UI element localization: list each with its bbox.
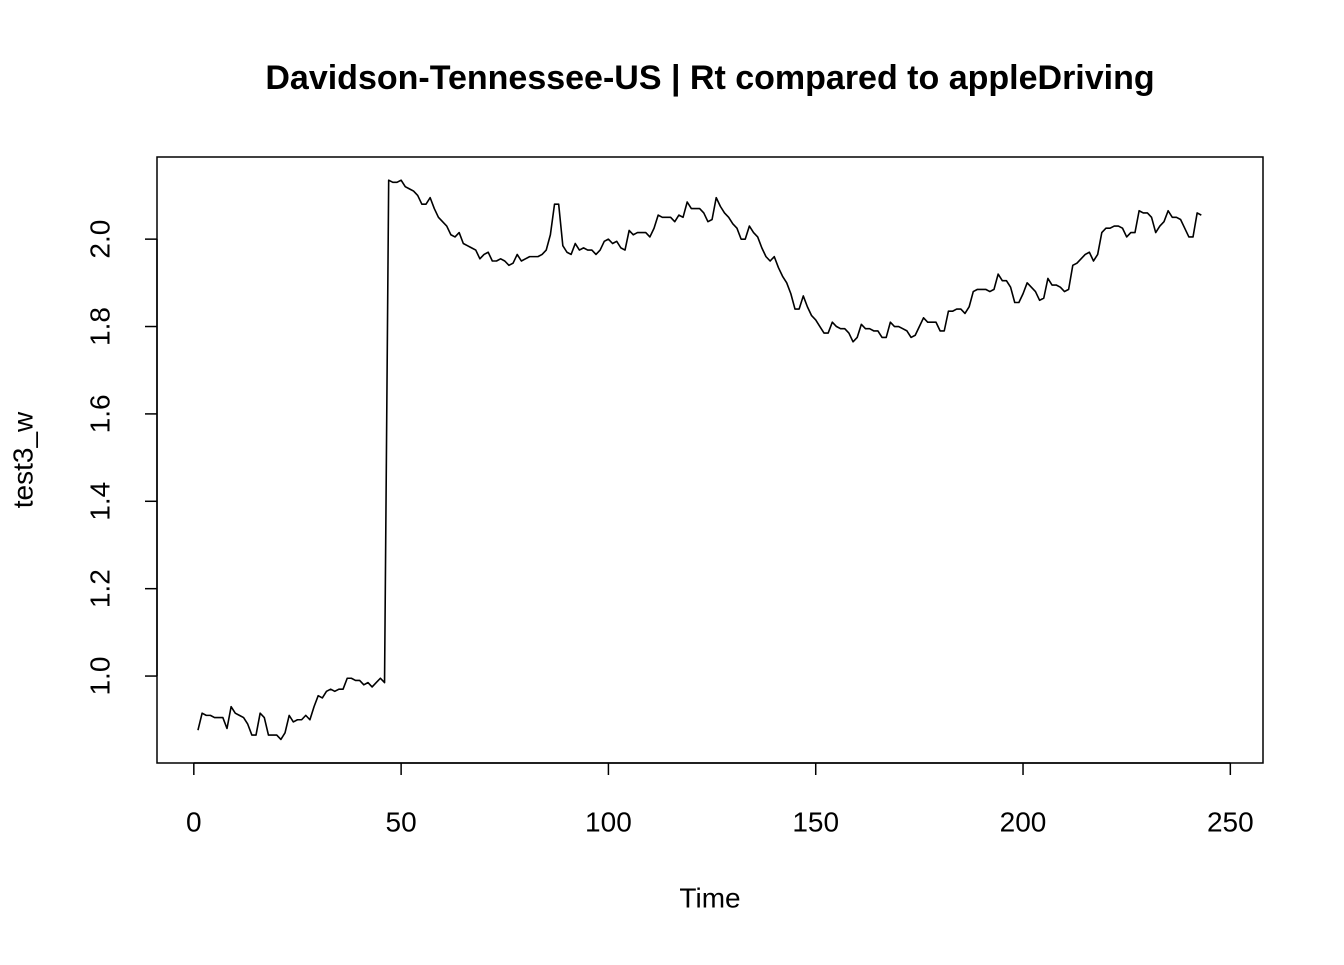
y-tick-label: 2.0 <box>84 220 115 259</box>
x-tick-label: 200 <box>1000 806 1047 837</box>
x-tick-label: 100 <box>585 806 632 837</box>
plot-box <box>156 156 1264 764</box>
y-tick-label: 1.0 <box>84 657 115 696</box>
y-tick-label: 1.6 <box>84 394 115 433</box>
x-axis-label: Time <box>679 882 740 913</box>
chart-title: Davidson-Tennessee-US | Rt compared to a… <box>265 59 1154 97</box>
x-tick-label: 0 <box>186 806 202 837</box>
y-tick-label: 1.8 <box>84 307 115 346</box>
x-tick-label: 250 <box>1207 806 1254 837</box>
y-axis-label: test3_w <box>7 411 38 508</box>
y-tick-label: 1.4 <box>84 482 115 521</box>
data-line <box>197 179 1202 741</box>
y-tick-label: 1.2 <box>84 569 115 608</box>
x-tick-label: 150 <box>792 806 839 837</box>
x-tick-label: 50 <box>386 806 417 837</box>
